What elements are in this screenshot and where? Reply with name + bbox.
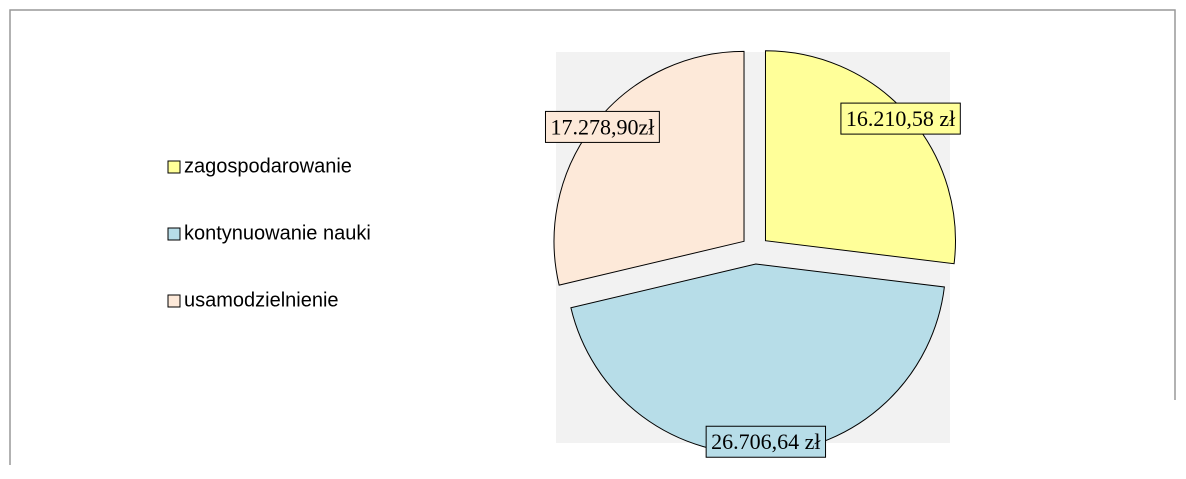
data-label-box (840, 102, 961, 135)
data-label: 16.210,58 zł (840, 102, 961, 135)
data-label: 26.706,64 zł (705, 425, 827, 458)
data-label-text: 16.210,58 zł (846, 106, 955, 131)
frame (9, 9, 1176, 465)
data-label-box (705, 425, 827, 458)
legend-label: usamodzielnienie (184, 289, 339, 311)
data-label-box (544, 110, 660, 143)
data-label-text: 17.278,90zł (550, 114, 654, 139)
legend-label: zagospodarowanie (184, 155, 352, 177)
data-label-text: 26.706,64 zł (711, 429, 820, 454)
legend-swatch (167, 227, 181, 241)
legend-swatch (167, 160, 181, 174)
data-label: 17.278,90zł (544, 110, 660, 143)
legend-swatch (167, 294, 181, 308)
legend-label: kontynuowanie nauki (184, 222, 371, 244)
